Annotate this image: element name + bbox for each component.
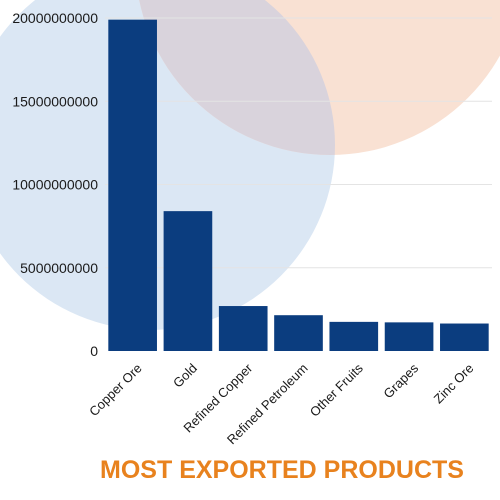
x-tick-label: Grapes bbox=[380, 360, 421, 401]
background-decoration bbox=[0, 0, 500, 330]
background-circle-overlap bbox=[135, 0, 335, 155]
bars bbox=[108, 19, 489, 351]
y-tick-label: 0 bbox=[90, 343, 98, 359]
x-tick-label: Zinc Ore bbox=[431, 361, 477, 407]
bar-refined-petroleum bbox=[274, 315, 323, 351]
chart-title: MOST EXPORTED PRODUCTS bbox=[100, 456, 464, 484]
bar-copper-ore bbox=[108, 19, 157, 351]
x-tick-label: Gold bbox=[170, 361, 200, 391]
bar-refined-copper bbox=[218, 306, 268, 351]
bar-gold bbox=[163, 211, 213, 351]
y-tick-label: 5000000000 bbox=[20, 260, 98, 276]
y-tick-label: 15000000000 bbox=[12, 93, 98, 109]
x-tick-label: Copper Ore bbox=[86, 361, 145, 420]
x-tick-label: Other Fruits bbox=[307, 360, 366, 419]
bar-grapes bbox=[384, 322, 434, 351]
y-tick-label: 10000000000 bbox=[12, 177, 98, 193]
y-axis-ticks: 0 5000000000 10000000000 15000000000 2000000… bbox=[12, 10, 98, 359]
bar-zinc-ore bbox=[440, 323, 489, 351]
bar-other-fruits bbox=[329, 321, 379, 351]
y-tick-label: 20000000000 bbox=[12, 10, 98, 26]
